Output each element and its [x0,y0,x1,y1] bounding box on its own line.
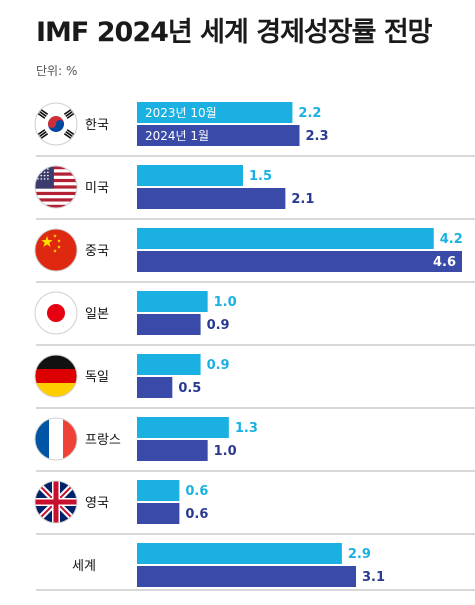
value-label-2024-jan: 0.5 [178,381,201,396]
value-label-2023-oct: 1.3 [235,421,258,436]
category-label: 일본 [85,307,109,322]
value-label-2023-oct: 2.2 [298,106,321,121]
china-flag-icon [34,228,78,272]
value-label-2023-oct: 0.6 [185,484,208,499]
bar-2024-jan [137,503,180,524]
bar-2024-jan [137,566,357,587]
value-label-2024-jan: 3.1 [362,570,385,585]
bar-2024-jan [137,377,173,398]
value-label-2024-jan: 0.9 [207,318,230,333]
japan-flag-icon [34,291,78,335]
category-label: 세계 [72,559,96,574]
bar-2023-oct [137,228,434,249]
category-label: 독일 [85,370,109,385]
value-label-2024-jan: 2.3 [306,129,329,144]
value-label-2024-jan: 0.6 [185,507,208,522]
value-label-2024-jan: 1.0 [214,444,237,459]
bar-2023-oct [137,417,229,438]
bar-2024-jan [137,188,286,209]
value-label-2024-jan: 2.1 [291,192,314,207]
category-label: 프랑스 [85,433,121,448]
value-label-2023-oct: 1.0 [214,295,237,310]
bar-2023-oct [137,354,201,375]
legend-2023-oct: 2023년 10월 [145,106,217,120]
value-label-2023-oct: 1.5 [249,169,272,184]
korea-flag-icon [34,102,78,146]
value-label-2023-oct: 4.2 [440,232,463,247]
category-label: 중국 [85,244,109,259]
unit-label: 단위: % [36,64,78,78]
bar-2023-oct [137,291,208,312]
bar-2023-oct [137,480,180,501]
category-label: 영국 [85,496,109,511]
bar-2023-oct [137,102,293,123]
category-label: 한국 [85,118,109,133]
category-label: 미국 [85,181,109,196]
uk-flag-icon [34,480,78,524]
bar-2023-oct [137,165,243,186]
value-label-2023-oct: 2.9 [348,547,371,562]
bar-2024-jan [137,125,300,146]
bar-2024-jan [137,440,208,461]
value-label-2024-jan: 4.6 [433,255,456,270]
bar-2023-oct [137,543,342,564]
bar-2024-jan [137,314,201,335]
legend-2024-jan: 2024년 1월 [145,129,209,143]
usa-flag-icon [34,165,78,209]
france-flag-icon [34,417,78,461]
chart-title: IMF 2024년 세계 경제성장률 전망 [36,17,433,48]
value-label-2023-oct: 0.9 [207,358,230,373]
germany-flag-icon [34,354,78,398]
bar-2024-jan [137,251,462,272]
